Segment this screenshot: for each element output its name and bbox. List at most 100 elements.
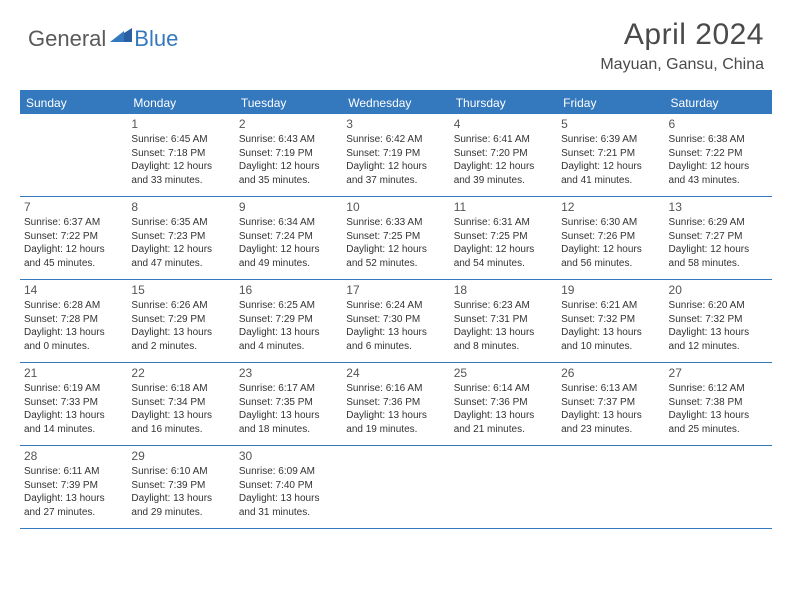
daylight-text: Daylight: 12 hours — [239, 243, 338, 257]
daylight-text: Daylight: 13 hours — [239, 409, 338, 423]
day-cell: 21Sunrise: 6:19 AMSunset: 7:33 PMDayligh… — [20, 363, 127, 445]
day-cell — [20, 114, 127, 196]
day-cell: 14Sunrise: 6:28 AMSunset: 7:28 PMDayligh… — [20, 280, 127, 362]
day-number: 30 — [239, 448, 338, 464]
sunrise-text: Sunrise: 6:33 AM — [346, 216, 445, 230]
weekday-header: Friday — [557, 92, 664, 114]
sunset-text: Sunset: 7:22 PM — [669, 147, 768, 161]
daylight-text: Daylight: 12 hours — [239, 160, 338, 174]
sunset-text: Sunset: 7:34 PM — [131, 396, 230, 410]
day-cell — [557, 446, 664, 528]
day-cell: 28Sunrise: 6:11 AMSunset: 7:39 PMDayligh… — [20, 446, 127, 528]
day-cell — [450, 446, 557, 528]
daylight-text: Daylight: 13 hours — [561, 409, 660, 423]
sunset-text: Sunset: 7:30 PM — [346, 313, 445, 327]
sunset-text: Sunset: 7:28 PM — [24, 313, 123, 327]
day-number: 28 — [24, 448, 123, 464]
daylight-text: Daylight: 12 hours — [24, 243, 123, 257]
day-number: 15 — [131, 282, 230, 298]
daylight-text: Daylight: 12 hours — [346, 160, 445, 174]
daylight-text: Daylight: 12 hours — [346, 243, 445, 257]
logo: General Blue — [28, 26, 178, 52]
sunset-text: Sunset: 7:31 PM — [454, 313, 553, 327]
sunset-text: Sunset: 7:38 PM — [669, 396, 768, 410]
day-number: 20 — [669, 282, 768, 298]
daylight-text: Daylight: 13 hours — [669, 409, 768, 423]
day-number: 2 — [239, 116, 338, 132]
daylight-text: Daylight: 13 hours — [24, 326, 123, 340]
sunset-text: Sunset: 7:36 PM — [346, 396, 445, 410]
week-row: 14Sunrise: 6:28 AMSunset: 7:28 PMDayligh… — [20, 280, 772, 363]
day-cell: 8Sunrise: 6:35 AMSunset: 7:23 PMDaylight… — [127, 197, 234, 279]
sunrise-text: Sunrise: 6:30 AM — [561, 216, 660, 230]
day-number: 6 — [669, 116, 768, 132]
day-cell: 27Sunrise: 6:12 AMSunset: 7:38 PMDayligh… — [665, 363, 772, 445]
sunrise-text: Sunrise: 6:29 AM — [669, 216, 768, 230]
day-number: 26 — [561, 365, 660, 381]
sunrise-text: Sunrise: 6:20 AM — [669, 299, 768, 313]
sunrise-text: Sunrise: 6:11 AM — [24, 465, 123, 479]
week-row: 7Sunrise: 6:37 AMSunset: 7:22 PMDaylight… — [20, 197, 772, 280]
daylight-text: Daylight: 12 hours — [561, 243, 660, 257]
month-title: April 2024 — [600, 18, 764, 52]
sunrise-text: Sunrise: 6:14 AM — [454, 382, 553, 396]
daylight-text: Daylight: 13 hours — [131, 409, 230, 423]
day-number: 10 — [346, 199, 445, 215]
daylight-text: and 56 minutes. — [561, 257, 660, 271]
day-number: 19 — [561, 282, 660, 298]
sunset-text: Sunset: 7:25 PM — [346, 230, 445, 244]
calendar: Sunday Monday Tuesday Wednesday Thursday… — [20, 90, 772, 529]
day-cell: 15Sunrise: 6:26 AMSunset: 7:29 PMDayligh… — [127, 280, 234, 362]
weekday-header-row: Sunday Monday Tuesday Wednesday Thursday… — [20, 92, 772, 114]
title-block: April 2024 Mayuan, Gansu, China — [600, 18, 764, 74]
sunrise-text: Sunrise: 6:35 AM — [131, 216, 230, 230]
day-cell: 10Sunrise: 6:33 AMSunset: 7:25 PMDayligh… — [342, 197, 449, 279]
location: Mayuan, Gansu, China — [600, 56, 764, 74]
daylight-text: and 47 minutes. — [131, 257, 230, 271]
daylight-text: and 4 minutes. — [239, 340, 338, 354]
sunset-text: Sunset: 7:19 PM — [239, 147, 338, 161]
day-cell: 6Sunrise: 6:38 AMSunset: 7:22 PMDaylight… — [665, 114, 772, 196]
daylight-text: and 23 minutes. — [561, 423, 660, 437]
daylight-text: Daylight: 13 hours — [454, 409, 553, 423]
daylight-text: and 31 minutes. — [239, 506, 338, 520]
sunrise-text: Sunrise: 6:10 AM — [131, 465, 230, 479]
day-cell: 13Sunrise: 6:29 AMSunset: 7:27 PMDayligh… — [665, 197, 772, 279]
day-cell: 20Sunrise: 6:20 AMSunset: 7:32 PMDayligh… — [665, 280, 772, 362]
sunset-text: Sunset: 7:27 PM — [669, 230, 768, 244]
day-cell: 1Sunrise: 6:45 AMSunset: 7:18 PMDaylight… — [127, 114, 234, 196]
sunset-text: Sunset: 7:36 PM — [454, 396, 553, 410]
sunset-text: Sunset: 7:25 PM — [454, 230, 553, 244]
sunrise-text: Sunrise: 6:28 AM — [24, 299, 123, 313]
daylight-text: Daylight: 13 hours — [24, 492, 123, 506]
day-number: 17 — [346, 282, 445, 298]
day-number: 13 — [669, 199, 768, 215]
daylight-text: and 6 minutes. — [346, 340, 445, 354]
daylight-text: and 39 minutes. — [454, 174, 553, 188]
day-cell: 9Sunrise: 6:34 AMSunset: 7:24 PMDaylight… — [235, 197, 342, 279]
day-cell: 22Sunrise: 6:18 AMSunset: 7:34 PMDayligh… — [127, 363, 234, 445]
day-number: 22 — [131, 365, 230, 381]
sunset-text: Sunset: 7:37 PM — [561, 396, 660, 410]
day-number: 18 — [454, 282, 553, 298]
day-number: 27 — [669, 365, 768, 381]
daylight-text: and 37 minutes. — [346, 174, 445, 188]
weekday-header: Wednesday — [342, 92, 449, 114]
daylight-text: Daylight: 12 hours — [454, 243, 553, 257]
day-cell — [342, 446, 449, 528]
daylight-text: Daylight: 12 hours — [454, 160, 553, 174]
daylight-text: and 18 minutes. — [239, 423, 338, 437]
day-number: 16 — [239, 282, 338, 298]
day-cell: 25Sunrise: 6:14 AMSunset: 7:36 PMDayligh… — [450, 363, 557, 445]
sunrise-text: Sunrise: 6:23 AM — [454, 299, 553, 313]
day-cell: 16Sunrise: 6:25 AMSunset: 7:29 PMDayligh… — [235, 280, 342, 362]
daylight-text: and 10 minutes. — [561, 340, 660, 354]
sunrise-text: Sunrise: 6:39 AM — [561, 133, 660, 147]
daylight-text: Daylight: 12 hours — [131, 160, 230, 174]
daylight-text: and 27 minutes. — [24, 506, 123, 520]
sunset-text: Sunset: 7:24 PM — [239, 230, 338, 244]
sunrise-text: Sunrise: 6:43 AM — [239, 133, 338, 147]
daylight-text: Daylight: 13 hours — [131, 326, 230, 340]
daylight-text: Daylight: 13 hours — [669, 326, 768, 340]
daylight-text: and 33 minutes. — [131, 174, 230, 188]
